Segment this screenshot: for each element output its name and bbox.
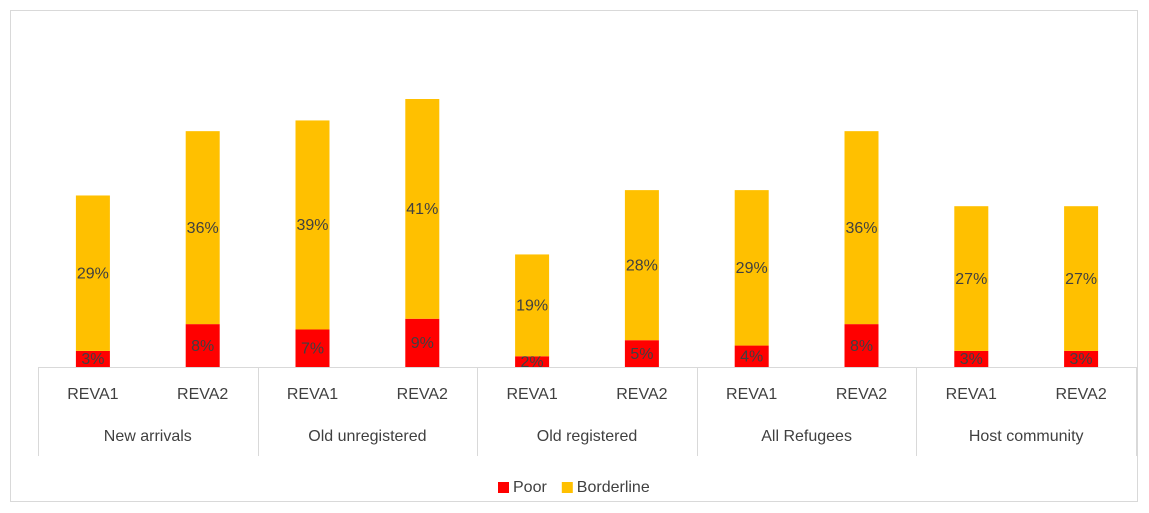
data-label: 8% (850, 338, 873, 355)
data-label: 7% (301, 340, 324, 357)
x-tick-label: REVA1 (506, 386, 557, 403)
bar-segment (624, 190, 659, 341)
bar-segment (734, 345, 769, 367)
data-label: 5% (630, 346, 653, 363)
data-label: 4% (740, 348, 763, 365)
bar-segment (1064, 206, 1099, 351)
x-tick-label: REVA1 (287, 386, 338, 403)
group-label: Host community (969, 428, 1084, 445)
bar-segment (844, 324, 879, 367)
bar-segment (405, 318, 440, 367)
bar-segment (515, 254, 550, 357)
legend-label: Poor (513, 479, 547, 496)
bar-segment (734, 190, 769, 346)
data-label: 9% (411, 335, 434, 352)
data-label: 39% (296, 217, 328, 234)
data-label: 29% (736, 260, 768, 277)
data-label: 27% (955, 271, 987, 288)
x-tick-label: REVA1 (67, 386, 118, 403)
x-tick-label: REVA2 (1055, 386, 1106, 403)
x-tick-label: REVA2 (397, 386, 448, 403)
bar-segment (185, 324, 220, 367)
bar-segment (185, 131, 220, 325)
data-label: 41% (406, 201, 438, 218)
bar-segment (295, 329, 330, 367)
x-tick-label: REVA2 (836, 386, 887, 403)
data-label: 28% (626, 257, 658, 274)
legend-swatch (561, 482, 573, 493)
bar-segment (954, 206, 989, 351)
group-label: Old registered (537, 428, 638, 445)
x-tick-label: REVA2 (177, 386, 228, 403)
bar-segment (624, 340, 659, 367)
legend-swatch (498, 482, 509, 493)
data-label: 3% (1070, 351, 1093, 368)
bar-segment (75, 350, 110, 367)
data-label: 2% (521, 354, 544, 371)
data-label: 3% (960, 351, 983, 368)
data-label: 36% (187, 220, 219, 237)
bar-segment (405, 99, 440, 319)
bar-segment (75, 195, 110, 351)
legend-label: Borderline (577, 479, 650, 496)
data-label: 36% (845, 220, 877, 237)
group-label: New arrivals (104, 428, 192, 445)
data-label: 29% (77, 265, 109, 282)
bar-segment (954, 350, 989, 367)
group-label: All Refugees (761, 428, 852, 445)
data-label: 3% (81, 351, 104, 368)
bar-segment (844, 131, 879, 325)
data-label: 19% (516, 298, 548, 315)
x-tick-label: REVA2 (616, 386, 667, 403)
bar-segment (1064, 350, 1099, 367)
bar-segment (515, 356, 550, 367)
x-tick-label: REVA1 (726, 386, 777, 403)
data-label: 8% (191, 338, 214, 355)
data-label: 27% (1065, 271, 1097, 288)
group-label: Old unregistered (308, 428, 426, 445)
bar-segment (295, 120, 330, 330)
x-tick-label: REVA1 (946, 386, 997, 403)
